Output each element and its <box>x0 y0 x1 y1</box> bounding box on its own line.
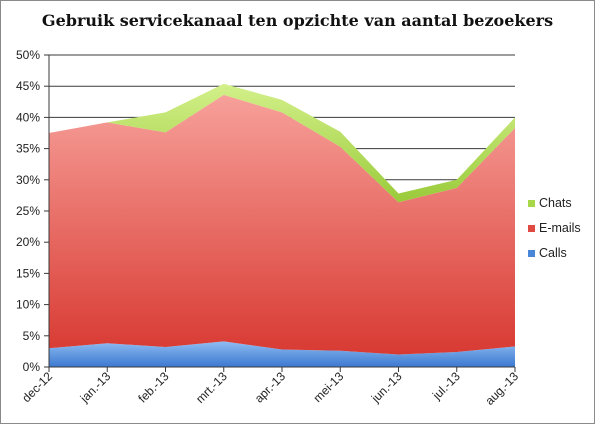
legend-swatch-chats <box>528 200 535 207</box>
x-tick-label: aug.-13 <box>482 369 521 408</box>
y-tick-label: 10% <box>16 298 40 312</box>
x-tick-label: jun.-13 <box>368 369 405 406</box>
y-tick-label: 50% <box>16 48 40 62</box>
area-emails <box>49 94 515 355</box>
y-tick-label: 30% <box>16 173 40 187</box>
y-tick-label: 35% <box>16 142 40 156</box>
legend-label-emails: E-mails <box>539 221 581 235</box>
legend: Chats E-mails Calls <box>528 196 581 260</box>
legend-label-chats: Chats <box>539 196 572 210</box>
area-chats <box>49 83 515 203</box>
y-tick-label: 0% <box>23 360 41 374</box>
y-tick-label: 20% <box>16 235 40 249</box>
legend-label-calls: Calls <box>539 246 567 260</box>
legend-swatch-calls <box>528 250 535 257</box>
x-tick-label: jan.-13 <box>77 369 114 406</box>
y-tick-label: 40% <box>16 110 40 124</box>
x-tick-label: mei-13 <box>311 369 347 405</box>
chart-title: Gebruik servicekanaal ten opzichte van a… <box>41 11 554 30</box>
x-tick-label: feb.-13 <box>135 369 172 406</box>
area-series <box>49 83 515 367</box>
x-tick-label: apr.-13 <box>252 369 289 406</box>
y-tick-label: 25% <box>16 204 40 218</box>
x-tick-label: jul.-13 <box>429 369 463 403</box>
area-calls <box>49 341 515 367</box>
legend-swatch-emails <box>528 225 535 232</box>
x-tick-label: dec-12 <box>19 369 55 405</box>
y-tick-label: 5% <box>23 329 41 343</box>
x-tick-label: mrt.-13 <box>193 369 230 406</box>
y-tick-label: 15% <box>16 266 40 280</box>
y-tick-label: 45% <box>16 79 40 93</box>
